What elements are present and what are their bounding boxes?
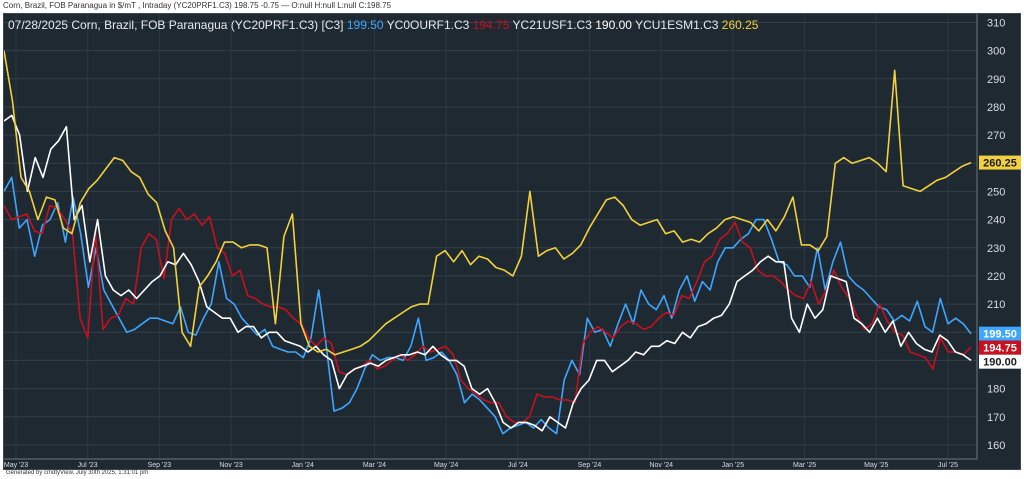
- y-tick-label: 230: [987, 243, 1005, 255]
- x-tick-label: Jul '24: [508, 462, 528, 469]
- last-value-tag: [979, 326, 1021, 341]
- x-tick-label: May '25: [864, 462, 888, 469]
- y-tick-label: 180: [987, 384, 1005, 396]
- legend-value: 190.00: [595, 18, 635, 32]
- legend-series-name: YC21USF1.C3: [513, 18, 596, 32]
- y-tick-label: 240: [987, 215, 1005, 227]
- legend-value: 260.25: [722, 18, 759, 32]
- last-value-tag: [979, 340, 1021, 355]
- x-tick-label: May '24: [434, 462, 458, 469]
- y-tick-label: 280: [987, 102, 1005, 114]
- x-tick-label: May '23: [4, 462, 28, 469]
- x-tick-label: Mar '25: [793, 462, 816, 469]
- legend-series-name: YC0OURF1.C3: [387, 18, 473, 32]
- last-value-label: 199.50: [983, 329, 1017, 341]
- legend-value: 194.75: [473, 18, 513, 32]
- axis-layer: 1601701801902002102202302402502602702802…: [4, 14, 1021, 469]
- x-tick-label: Nov '23: [219, 462, 243, 469]
- x-tick-label: Jan '24: [292, 462, 314, 469]
- chart-legend: 07/28/2025 Corn, Brazil, FOB Paranagua (…: [8, 18, 759, 32]
- chart-header-bar: Corn, Brazil, FOB Paranagua in $/mT , In…: [0, 0, 1024, 13]
- legend-series-name: YCU1ESM1.C3: [635, 18, 722, 32]
- y-tick-label: 290: [987, 74, 1005, 86]
- legend-layer: 07/28/2025 Corn, Brazil, FOB Paranagua (…: [8, 18, 759, 32]
- chart-panel[interactable]: 1601701801902002102202302402502602702802…: [3, 13, 1021, 470]
- y-tick-label: 160: [987, 440, 1005, 452]
- chart-header-text: Corn, Brazil, FOB Paranagua in $/mT , In…: [3, 1, 392, 10]
- footer-generated-text: Generated by cmdtyView, July 30th 2025, …: [6, 470, 149, 476]
- x-tick-label: Jul '23: [78, 462, 98, 469]
- x-tick-label: Mar '24: [363, 462, 386, 469]
- y-tick-label: 310: [987, 17, 1005, 29]
- series-line-YC20PRF1.C3: [4, 114, 972, 432]
- y-tick-label: 300: [987, 46, 1005, 58]
- last-value-label: 260.25: [983, 158, 1017, 170]
- last-value-tag: [979, 354, 1021, 369]
- y-tick-label: 250: [987, 186, 1005, 198]
- y-tick-label: 270: [987, 130, 1005, 142]
- x-tick-label: Jul '25: [938, 462, 958, 469]
- price-chart[interactable]: 1601701801902002102202302402502602702802…: [4, 14, 1022, 471]
- last-value-tag: [979, 155, 1021, 170]
- y-tick-label: 170: [987, 412, 1005, 424]
- last-value-label: 190.00: [983, 357, 1017, 369]
- chart-title: 07/28/2025 Corn, Brazil, FOB Paranagua (…: [8, 18, 347, 32]
- last-value-label: 194.75: [983, 343, 1017, 355]
- x-tick-label: Jan '25: [722, 462, 744, 469]
- series-line-YC0OURF1.C3: [4, 176, 972, 435]
- series-layer: [4, 50, 972, 435]
- grid-layer: [4, 14, 977, 459]
- y-tick-label: 220: [987, 271, 1005, 283]
- legend-value: 199.50: [347, 18, 387, 32]
- series-line-YC21USF1.C3: [4, 204, 972, 424]
- x-tick-label: Sep '23: [148, 462, 172, 469]
- x-tick-label: Nov '24: [649, 462, 673, 469]
- series-line-YCU1ESM1.C3: [4, 50, 972, 356]
- x-tick-label: Sep '24: [578, 462, 602, 469]
- y-tick-label: 210: [987, 299, 1005, 311]
